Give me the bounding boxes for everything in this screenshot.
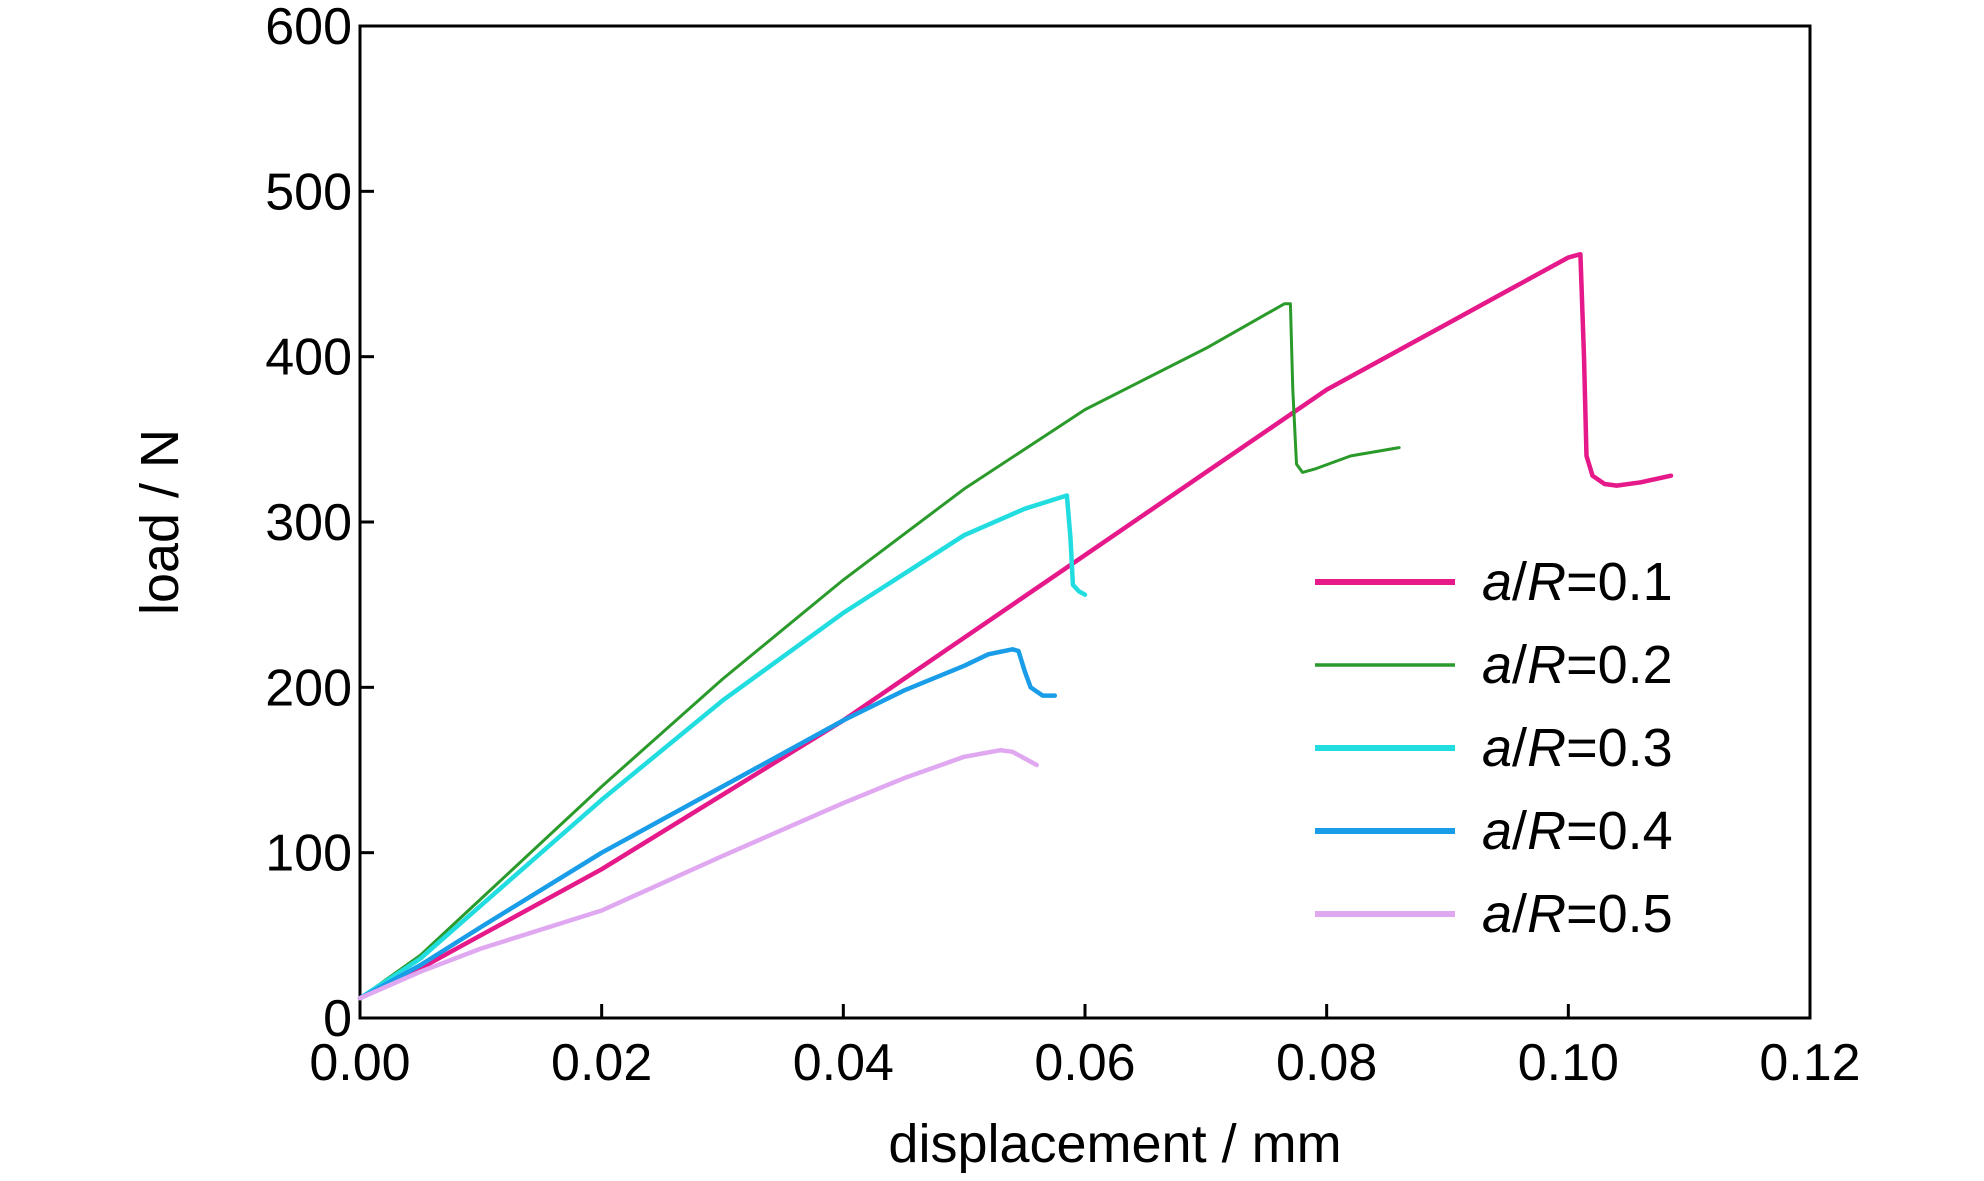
y-tick-label: 0 — [323, 990, 352, 1048]
legend-label: a/R=0.2 — [1482, 635, 1673, 695]
series-line-2 — [358, 302, 1401, 1000]
x-tick-label: 0.12 — [1759, 1034, 1860, 1092]
legend: a/R=0.1 a/R=0.2 a/R=0.3 a/R=0.4 a/R=0.5 — [1315, 552, 1673, 944]
series-layer — [357, 251, 1674, 1001]
y-tick-label: 400 — [265, 329, 352, 387]
y-tick-label: 600 — [265, 0, 352, 56]
x-tick-label: 0.00 — [309, 1034, 410, 1092]
y-tick-label: 100 — [265, 825, 352, 883]
series-line-3 — [357, 493, 1088, 1001]
x-axis-title: displacement / mm — [888, 1114, 1341, 1174]
y-axis: 0 100 200 300 400 500 600 — [265, 0, 374, 1048]
legend-label: a/R=0.3 — [1482, 718, 1673, 778]
legend-label: a/R=0.4 — [1482, 801, 1673, 861]
legend-label: a/R=0.1 — [1482, 552, 1673, 612]
y-tick-label: 300 — [265, 494, 352, 552]
series-line-5 — [357, 747, 1039, 1001]
series-line-4 — [357, 647, 1058, 1001]
x-tick-label: 0.06 — [1034, 1034, 1135, 1092]
x-tick-label: 0.02 — [551, 1034, 652, 1092]
series-line-1 — [357, 251, 1674, 1001]
legend-label: a/R=0.5 — [1482, 884, 1673, 944]
x-axis: 0.00 0.02 0.04 0.06 0.08 0.10 0.12 — [309, 1004, 1861, 1092]
y-tick-label: 500 — [265, 163, 352, 221]
x-tick-label: 0.10 — [1518, 1034, 1619, 1092]
x-tick-label: 0.08 — [1276, 1034, 1377, 1092]
y-axis-title: load / N — [130, 429, 190, 615]
y-tick-label: 200 — [265, 659, 352, 717]
x-tick-label: 0.04 — [793, 1034, 894, 1092]
